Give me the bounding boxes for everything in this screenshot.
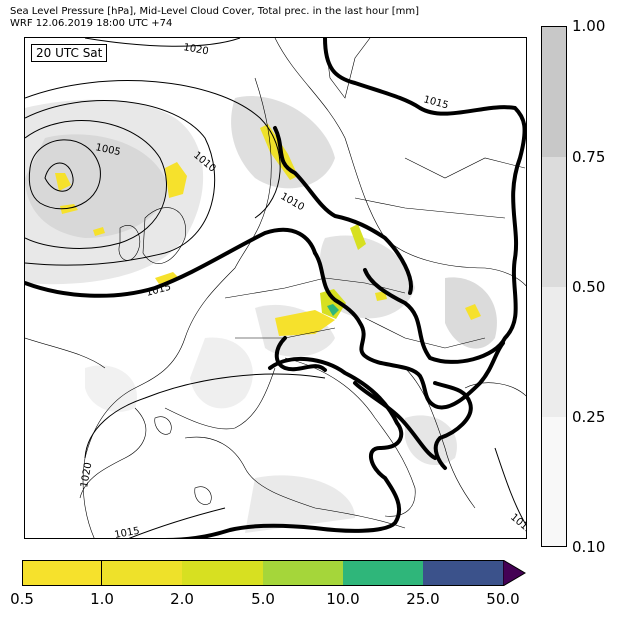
cloud-seg: [542, 417, 566, 546]
title-line-1: Sea Level Pressure [hPa], Mid-Level Clou…: [10, 6, 420, 17]
isobar-label: 1020: [79, 462, 94, 489]
isobar-label: 1015: [145, 282, 172, 299]
cloud-seg: [542, 287, 566, 417]
precip-colorbar: [22, 560, 526, 586]
cloud-seg: [542, 157, 566, 287]
cloud-tick-label: 1.00: [572, 17, 606, 35]
precip-seg: [182, 560, 263, 586]
precip-tick-label: 25.0: [406, 590, 440, 608]
isobar-label: 1015: [508, 512, 527, 537]
precip-seg: [22, 560, 102, 586]
cloud-tick-label: 0.10: [572, 538, 606, 556]
precip-tick-label: 0.5: [10, 590, 34, 608]
cloud-tick-label: 0.25: [572, 408, 606, 426]
precip-seg: [263, 560, 343, 586]
cloud-cover-colorbar: [541, 26, 567, 547]
precip-seg: [343, 560, 423, 586]
precip-extend-arrow: [503, 560, 526, 586]
cloud-cover-layer: [25, 96, 497, 533]
time-badge: 20 UTC Sat: [31, 44, 108, 62]
map-canvas: 1020 1015 1005 1010 1010 1015 1020 1015 …: [25, 38, 527, 539]
isobar-layer-thin: [25, 38, 526, 538]
precip-seg: [423, 560, 503, 586]
title-line-2: WRF 12.06.2019 18:00 UTC +74: [10, 18, 173, 29]
map-panel: 1020 1015 1005 1010 1010 1015 1020 1015 …: [24, 37, 527, 539]
cloud-tick-label: 0.50: [572, 278, 606, 296]
isobar-label: 1010: [279, 191, 307, 213]
chart-title: Sea Level Pressure [hPa], Mid-Level Clou…: [10, 6, 419, 30]
isobar-label: 1015: [114, 526, 141, 539]
isobar-label: 1020: [182, 42, 209, 57]
precip-tick-label: 5.0: [251, 590, 275, 608]
cloud-tick-label: 0.75: [572, 148, 606, 166]
precip-tick-label: 1.0: [90, 590, 114, 608]
cloud-seg: [542, 27, 566, 157]
precip-tick-label: 2.0: [170, 590, 194, 608]
precip-seg: [102, 560, 182, 586]
precip-tick-label: 50.0: [486, 590, 520, 608]
precip-tick-label: 10.0: [326, 590, 360, 608]
isobar-label: 1005: [94, 142, 121, 158]
isobar-layer-1015: [25, 38, 526, 538]
